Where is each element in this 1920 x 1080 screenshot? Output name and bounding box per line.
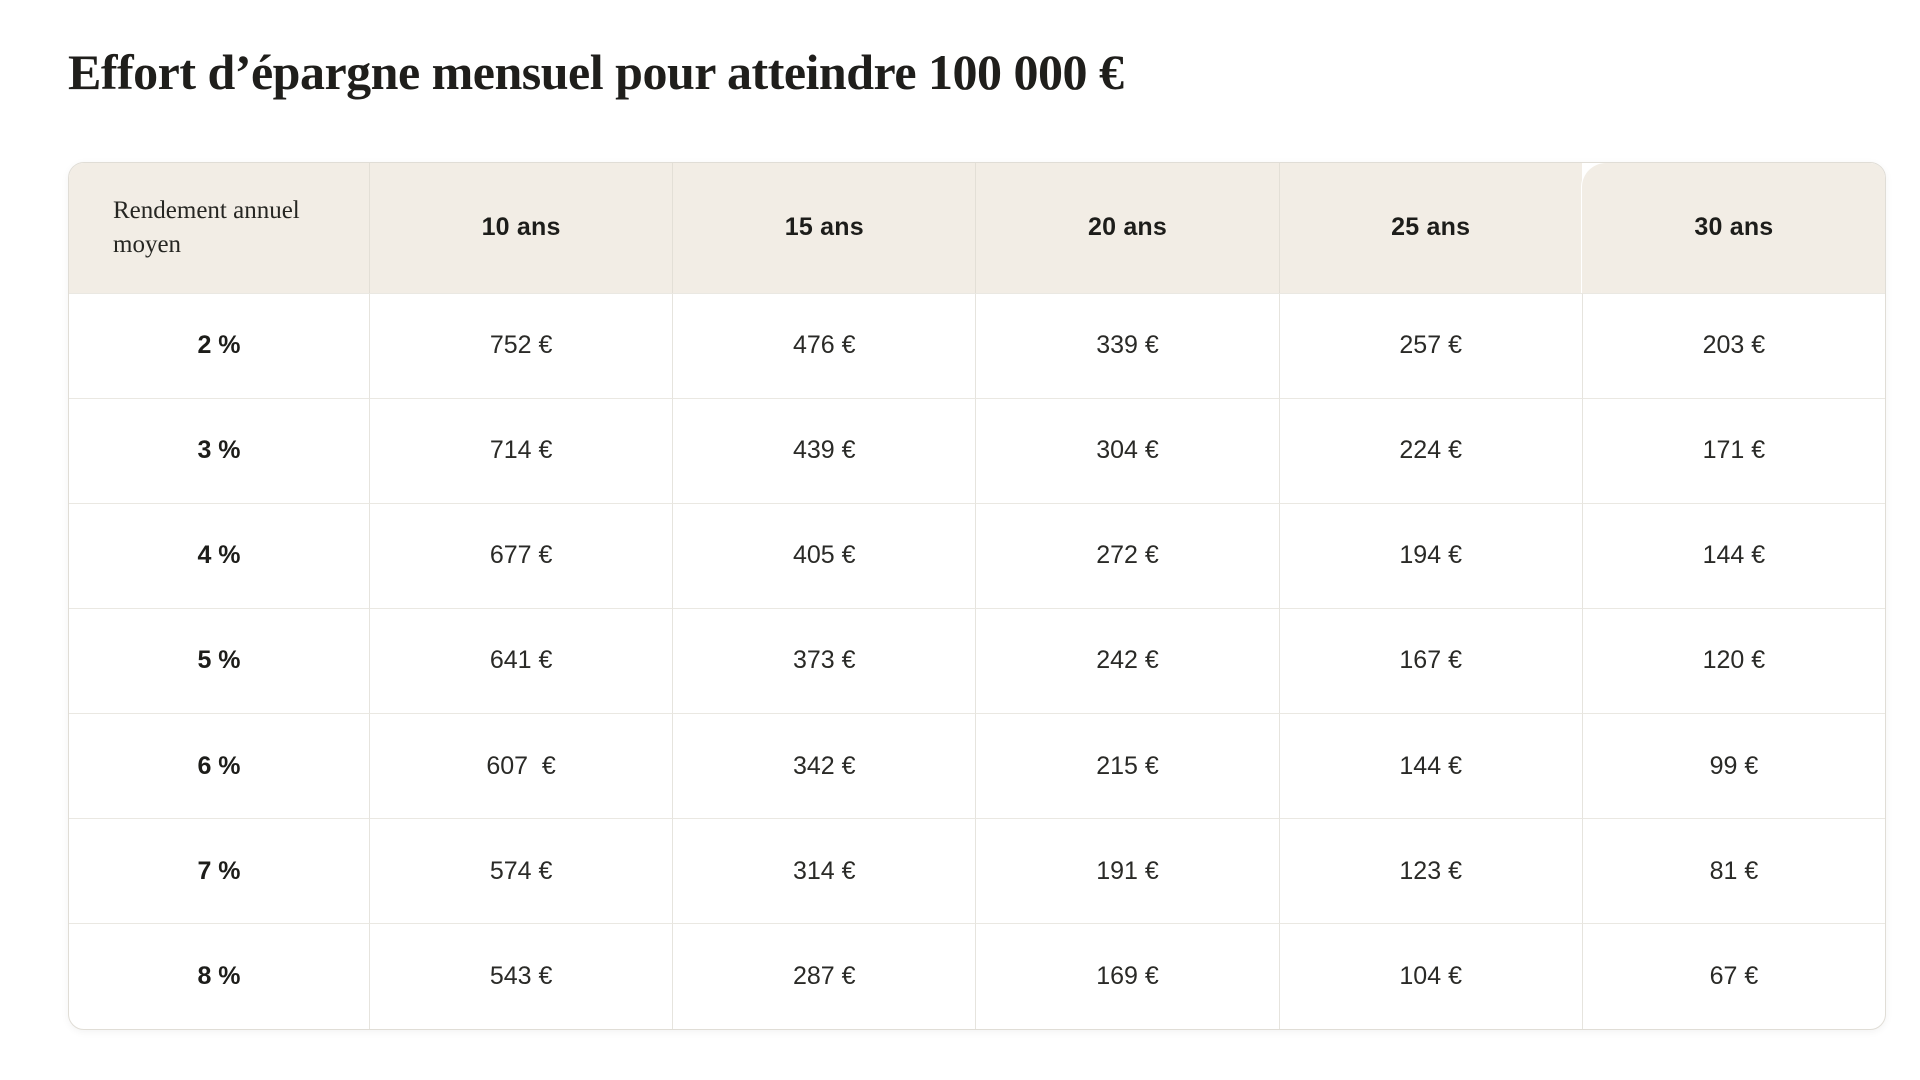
value-6pct-15ans: 342 € — [672, 713, 976, 819]
value-5pct-10ans: 641 € — [369, 607, 673, 714]
value-8pct-20ans: 169 € — [975, 923, 1279, 1029]
row-label-7pct: 7 % — [69, 818, 369, 923]
value-4pct-10ans: 677 € — [369, 502, 673, 608]
value-4pct-30ans: 144 € — [1581, 502, 1885, 608]
value-4pct-15ans: 405 € — [672, 502, 976, 608]
value-3pct-10ans: 714 € — [369, 397, 673, 503]
value-8pct-30ans: 67 € — [1581, 923, 1885, 1029]
header-cell-20-years: 20 ans — [975, 162, 1279, 293]
value-5pct-15ans: 373 € — [672, 607, 976, 714]
value-7pct-15ans: 314 € — [672, 818, 976, 924]
row-label-2pct: 2 % — [69, 292, 369, 398]
page-title: Effort d’épargne mensuel pour atteindre … — [68, 44, 1124, 100]
value-6pct-20ans: 215 € — [975, 713, 1279, 819]
savings-effort-table: Rendement annuel moyen 10 ans 15 ans 20 … — [68, 161, 1886, 1030]
value-2pct-30ans: 203 € — [1581, 292, 1885, 398]
header-cell-25-years: 25 ans — [1278, 162, 1582, 293]
value-3pct-30ans: 171 € — [1581, 397, 1885, 503]
value-4pct-20ans: 272 € — [975, 502, 1279, 608]
value-2pct-15ans: 476 € — [672, 292, 976, 398]
value-6pct-10ans: 607 € — [369, 713, 673, 819]
value-2pct-25ans: 257 € — [1278, 292, 1582, 398]
row-label-3pct: 3 % — [69, 397, 369, 503]
value-8pct-25ans: 104 € — [1278, 923, 1582, 1029]
value-7pct-10ans: 574 € — [369, 818, 673, 924]
value-6pct-25ans: 144 € — [1278, 713, 1582, 819]
row-label-4pct: 4 % — [69, 502, 369, 608]
value-7pct-30ans: 81 € — [1581, 818, 1885, 924]
value-5pct-30ans: 120 € — [1581, 607, 1885, 714]
value-3pct-20ans: 304 € — [975, 397, 1279, 503]
value-3pct-15ans: 439 € — [672, 397, 976, 503]
value-4pct-25ans: 194 € — [1278, 502, 1582, 608]
value-6pct-30ans: 99 € — [1581, 713, 1885, 819]
value-7pct-25ans: 123 € — [1278, 818, 1582, 924]
header-cell-10-years: 10 ans — [369, 162, 673, 293]
header-cell-return-rate: Rendement annuel moyen — [69, 162, 369, 293]
value-5pct-25ans: 167 € — [1278, 607, 1582, 714]
header-cell-30-years: 30 ans — [1581, 162, 1885, 293]
value-8pct-10ans: 543 € — [369, 923, 673, 1029]
value-8pct-15ans: 287 € — [672, 923, 976, 1029]
value-3pct-25ans: 224 € — [1278, 397, 1582, 503]
row-label-5pct: 5 % — [69, 607, 369, 713]
value-5pct-20ans: 242 € — [975, 607, 1279, 714]
value-2pct-20ans: 339 € — [975, 292, 1279, 398]
value-7pct-20ans: 191 € — [975, 818, 1279, 924]
value-2pct-10ans: 752 € — [369, 292, 673, 398]
header-cell-15-years: 15 ans — [672, 162, 976, 293]
row-label-6pct: 6 % — [69, 713, 369, 818]
row-label-8pct: 8 % — [69, 923, 369, 1028]
